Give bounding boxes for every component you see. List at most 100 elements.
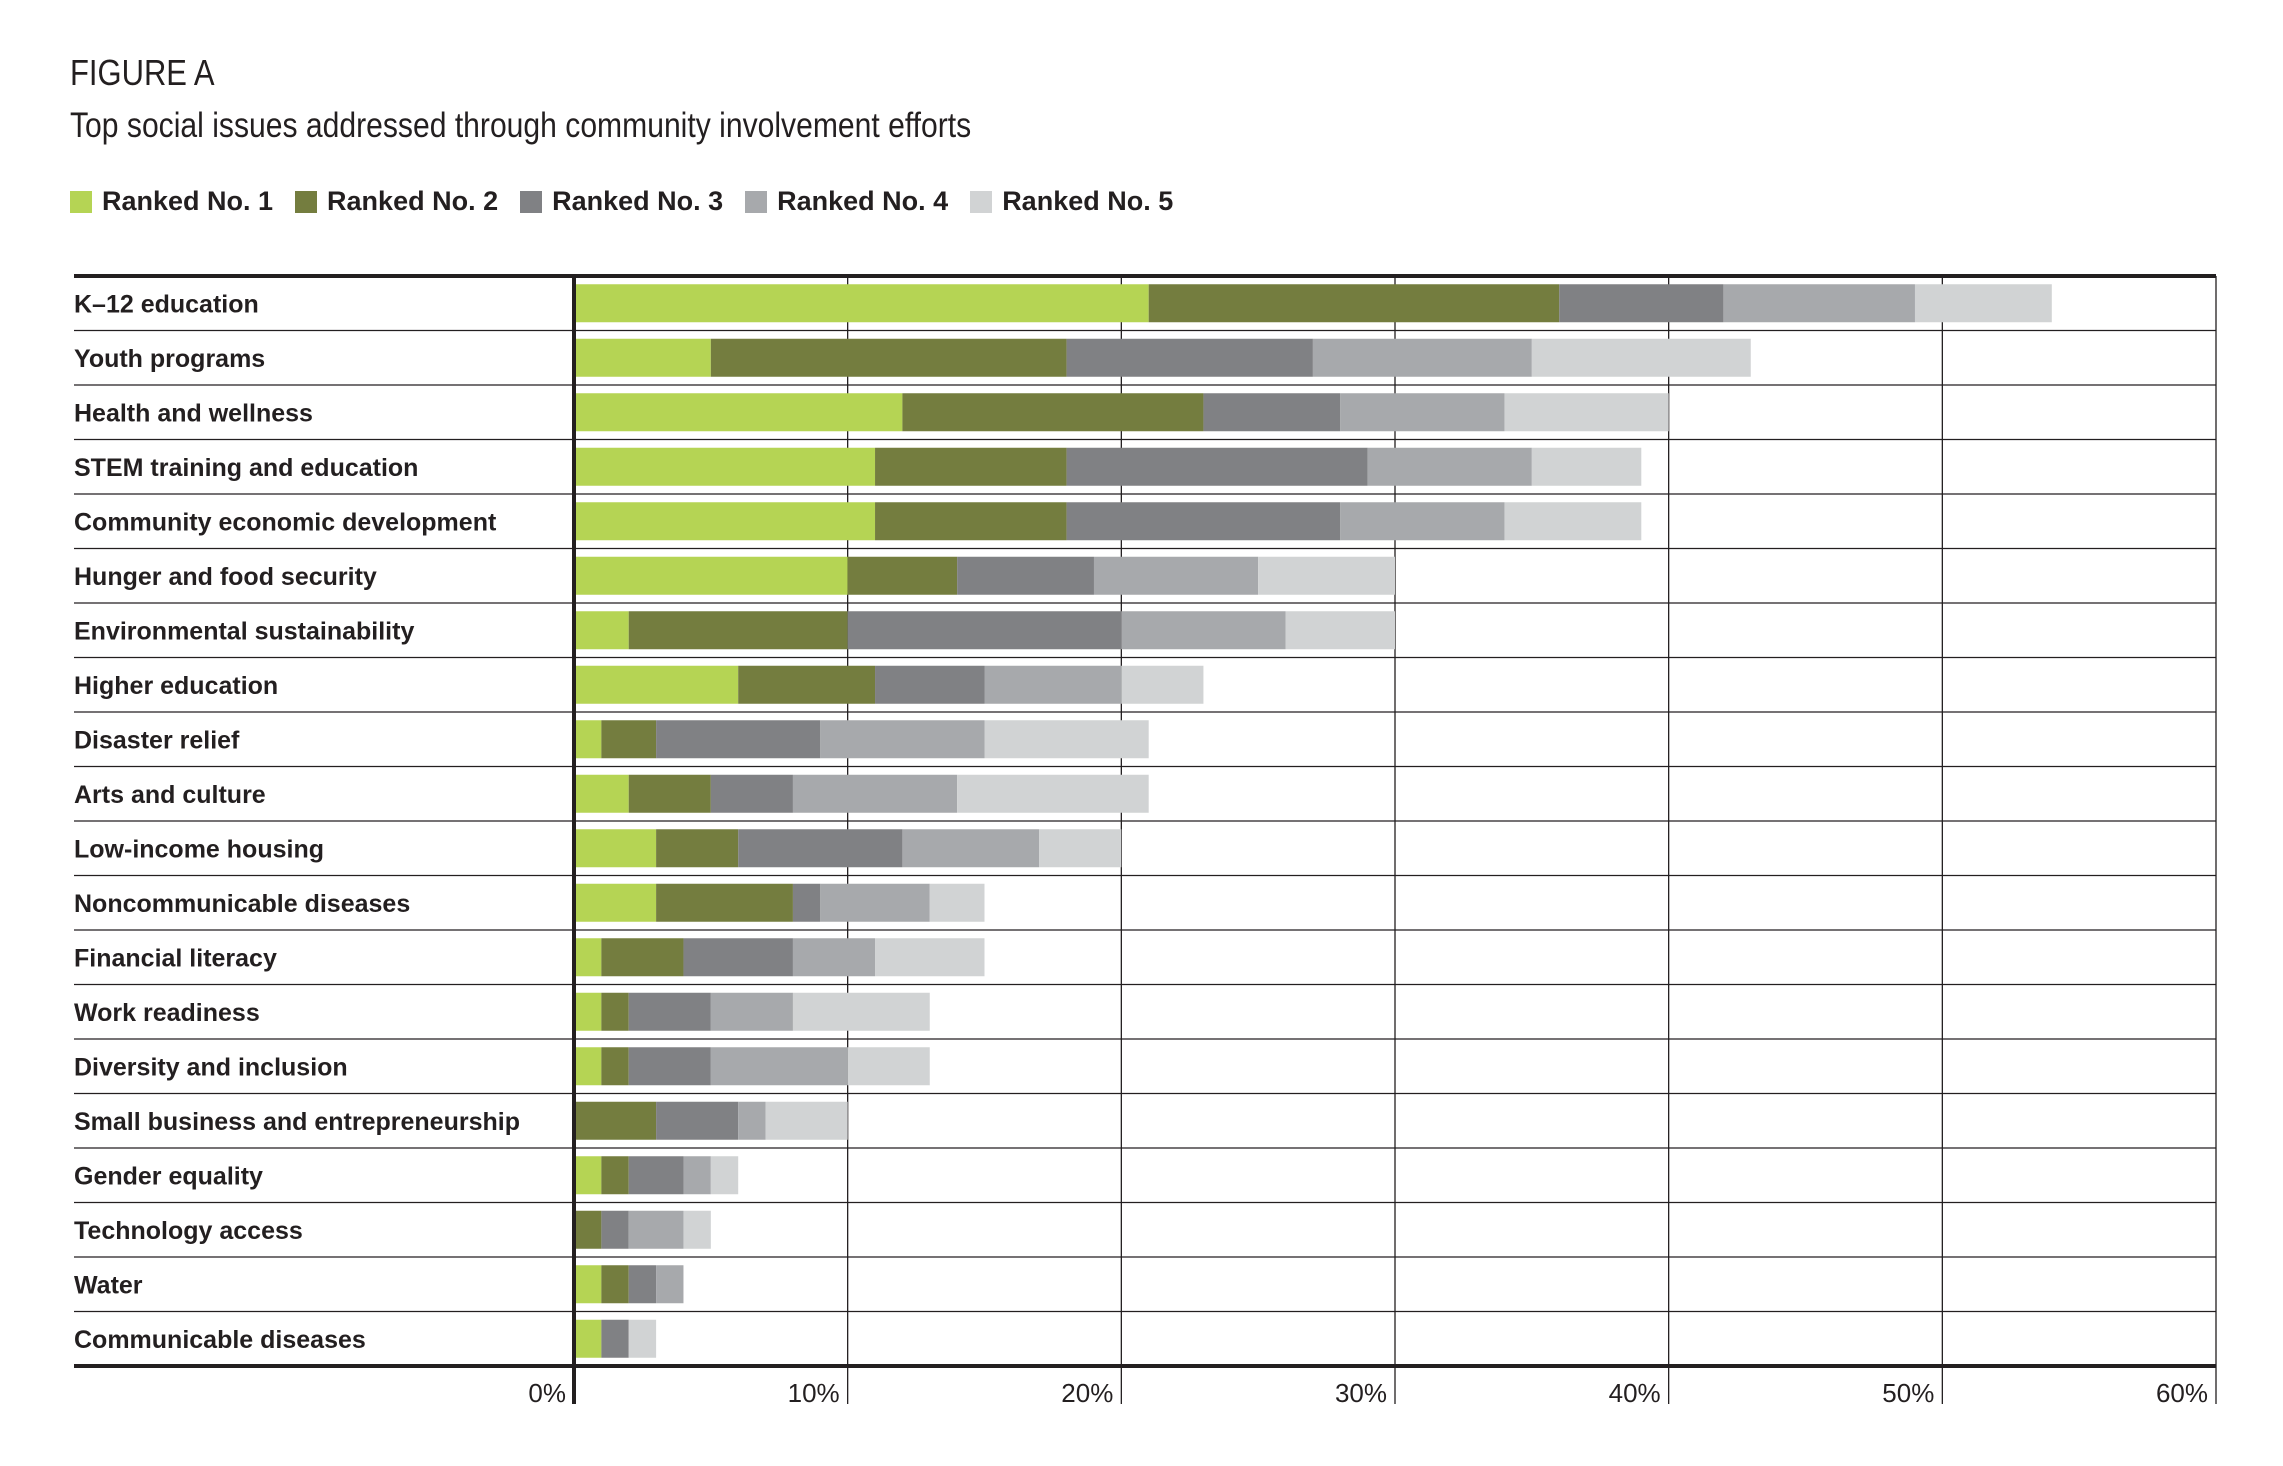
bar-rank2 bbox=[902, 393, 1204, 432]
bar-rank1 bbox=[574, 556, 848, 595]
legend-swatch-rank3 bbox=[520, 190, 543, 213]
bar-rank3 bbox=[1559, 284, 1724, 323]
bar-rank4 bbox=[738, 1101, 766, 1140]
category-label: Low-income housing bbox=[74, 835, 324, 863]
bar-rank4 bbox=[628, 1210, 684, 1249]
bar-rank4 bbox=[1340, 393, 1505, 432]
bar-rank2 bbox=[710, 338, 1067, 377]
bar-rank1 bbox=[574, 1156, 602, 1195]
bar-rank1 bbox=[574, 338, 711, 377]
bar-rank2 bbox=[601, 1047, 629, 1086]
category-label: Work readiness bbox=[74, 999, 260, 1027]
bar-rank5 bbox=[1531, 447, 1642, 486]
x-tick-label: 30% bbox=[1335, 1378, 1387, 1408]
bar-rank3 bbox=[1066, 338, 1313, 377]
bar-rank1 bbox=[574, 1047, 602, 1086]
bar-rank1 bbox=[574, 611, 629, 650]
bar-rank5 bbox=[847, 1047, 930, 1086]
bar-rank5 bbox=[1039, 829, 1122, 868]
bar-rank4 bbox=[820, 883, 930, 922]
legend-label-rank4: Ranked No. 4 bbox=[777, 186, 949, 216]
x-tick-label: 40% bbox=[1609, 1378, 1661, 1408]
x-tick-label: 60% bbox=[2156, 1378, 2208, 1408]
legend-item-rank2: Ranked No. 2 bbox=[295, 186, 498, 217]
x-tick-label: 50% bbox=[1882, 1378, 1934, 1408]
category-label: Financial literacy bbox=[74, 944, 277, 972]
category-label: STEM training and education bbox=[74, 454, 418, 482]
bar-rank2 bbox=[601, 1265, 629, 1304]
category-label: Health and wellness bbox=[74, 399, 313, 427]
category-label: Water bbox=[74, 1271, 143, 1299]
bar-rank2 bbox=[847, 556, 958, 595]
bar-rank1 bbox=[574, 665, 739, 704]
category-label: Communicable diseases bbox=[74, 1326, 366, 1354]
bar-rank4 bbox=[1367, 447, 1532, 486]
bar-rank5 bbox=[1504, 393, 1669, 432]
bar-rank5 bbox=[1531, 338, 1751, 377]
bar-rank1 bbox=[574, 829, 657, 868]
figure-label: FIGURE A bbox=[70, 52, 215, 93]
bar-rank3 bbox=[628, 992, 711, 1031]
bar-rank5 bbox=[765, 1101, 848, 1140]
bar-rank4 bbox=[792, 938, 876, 977]
bar-rank4 bbox=[710, 992, 793, 1031]
bar-rank5 bbox=[1121, 665, 1204, 704]
category-label: Noncommunicable diseases bbox=[74, 890, 410, 918]
legend-swatch-rank5 bbox=[970, 190, 993, 213]
bar-rank3 bbox=[1066, 502, 1341, 541]
legend-item-rank4: Ranked No. 4 bbox=[745, 186, 948, 217]
category-label: Technology access bbox=[74, 1217, 303, 1245]
category-label: Community economic development bbox=[74, 508, 497, 536]
bar-rank2 bbox=[601, 992, 629, 1031]
bar-rank2 bbox=[628, 611, 848, 650]
bar-rank5 bbox=[1258, 556, 1395, 595]
legend-label-rank3: Ranked No. 3 bbox=[552, 186, 724, 216]
bar-rank5 bbox=[792, 992, 930, 1031]
legend: Ranked No. 1 Ranked No. 2 Ranked No. 3 R… bbox=[70, 186, 1195, 217]
legend-item-rank5: Ranked No. 5 bbox=[970, 186, 1173, 217]
legend-label-rank5: Ranked No. 5 bbox=[1002, 186, 1174, 216]
bar-rank4 bbox=[683, 1156, 711, 1195]
legend-swatch-rank4 bbox=[745, 190, 768, 213]
bar-rank2 bbox=[656, 829, 739, 868]
bar-rank5 bbox=[683, 1210, 711, 1249]
bar-rank3 bbox=[628, 1047, 711, 1086]
bar-rank2 bbox=[656, 883, 793, 922]
bar-rank3 bbox=[656, 720, 821, 759]
bar-rank4 bbox=[1723, 284, 1915, 323]
bar-rank3 bbox=[738, 829, 903, 868]
legend-item-rank3: Ranked No. 3 bbox=[520, 186, 723, 217]
legend-item-rank1: Ranked No. 1 bbox=[70, 186, 273, 217]
bar-rank4 bbox=[710, 1047, 848, 1086]
category-label: Environmental sustainability bbox=[74, 617, 414, 645]
category-label: Arts and culture bbox=[74, 781, 266, 809]
bar-rank2 bbox=[1148, 284, 1560, 323]
bar-rank5 bbox=[1914, 284, 2052, 323]
bar-rank5 bbox=[710, 1156, 739, 1195]
bar-rank3 bbox=[683, 938, 793, 977]
bar-rank2 bbox=[574, 1101, 657, 1140]
bar-rank1 bbox=[574, 284, 1149, 323]
bar-rank2 bbox=[601, 938, 684, 977]
bar-rank4 bbox=[656, 1265, 684, 1304]
bar-rank1 bbox=[574, 393, 903, 432]
bar-rank3 bbox=[601, 1319, 629, 1358]
bar-rank5 bbox=[628, 1319, 657, 1358]
bar-rank4 bbox=[902, 829, 1040, 868]
bar-rank1 bbox=[574, 447, 876, 486]
bar-rank2 bbox=[628, 774, 711, 813]
bar-rank3 bbox=[628, 1265, 657, 1304]
bar-rank5 bbox=[875, 938, 985, 977]
category-label: Youth programs bbox=[74, 345, 265, 373]
category-label: Gender equality bbox=[74, 1162, 263, 1190]
bar-rank3 bbox=[1203, 393, 1341, 432]
category-label: Disaster relief bbox=[74, 726, 240, 754]
x-tick-label: 20% bbox=[1061, 1378, 1113, 1408]
bar-rank1 bbox=[574, 883, 657, 922]
bar-rank3 bbox=[1066, 447, 1368, 486]
bar-rank1 bbox=[574, 1265, 602, 1304]
category-label: Higher education bbox=[74, 672, 278, 700]
bar-rank5 bbox=[957, 774, 1149, 813]
bar-rank3 bbox=[710, 774, 793, 813]
